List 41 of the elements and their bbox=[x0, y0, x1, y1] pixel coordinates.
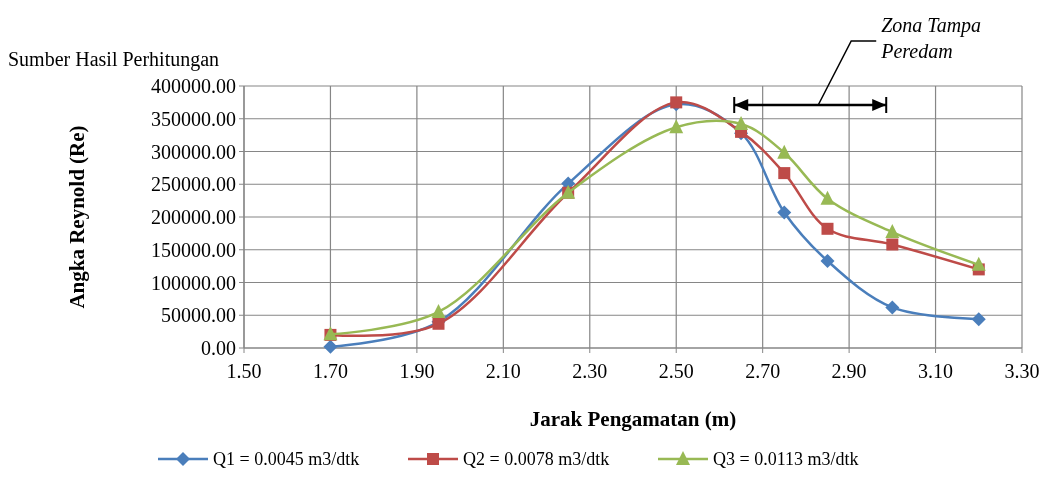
y-tick-label: 0.00 bbox=[201, 337, 236, 359]
y-axis-title: Angka Reynold (Re) bbox=[65, 125, 89, 309]
point bbox=[886, 238, 899, 251]
text: Sumber Hasil Perhitungan bbox=[8, 48, 220, 71]
point bbox=[885, 224, 900, 239]
point bbox=[820, 190, 835, 205]
point bbox=[971, 312, 986, 327]
x-tick-label: 1.90 bbox=[399, 360, 435, 382]
y-tick-label: 50000.00 bbox=[161, 304, 236, 327]
x-tick-label: 1.50 bbox=[226, 360, 262, 382]
point bbox=[431, 303, 446, 318]
legend-label: Q2 = 0.0078 m3/dtk bbox=[463, 449, 610, 470]
legend-label: Q1 = 0.0045 m3/dtk bbox=[213, 449, 360, 470]
x-tick-label: 2.70 bbox=[745, 360, 781, 382]
point bbox=[777, 205, 792, 220]
x-tick-label: 3.10 bbox=[918, 360, 954, 382]
y-tick-label: 400000.00 bbox=[151, 75, 236, 97]
point bbox=[971, 256, 986, 271]
point bbox=[734, 115, 749, 130]
text: Zona Tampa Peredam bbox=[880, 14, 982, 62]
point bbox=[669, 119, 684, 134]
x-tick-label: 2.90 bbox=[831, 360, 867, 382]
point bbox=[323, 339, 338, 354]
y-tick-label: 150000.00 bbox=[151, 238, 236, 261]
y-tick-label: 250000.00 bbox=[151, 173, 236, 196]
point bbox=[885, 300, 900, 315]
y-tick-label: 100000.00 bbox=[151, 271, 236, 294]
point bbox=[778, 167, 791, 180]
x-tick-label: 2.50 bbox=[658, 360, 694, 382]
x-tick-label: 2.10 bbox=[485, 360, 521, 382]
legend-label: Q3 = 0.0113 m3/dtk bbox=[713, 449, 859, 470]
x-axis-title: Jarak Pengamatan (m) bbox=[529, 407, 737, 431]
y-tick-label: 350000.00 bbox=[151, 107, 236, 130]
x-tick-label: 1.70 bbox=[312, 360, 348, 382]
point bbox=[821, 222, 834, 235]
point bbox=[820, 253, 835, 268]
x-tick-label: 3.30 bbox=[1004, 360, 1040, 382]
y-tick-label: 300000.00 bbox=[151, 140, 236, 163]
point bbox=[777, 144, 792, 159]
y-tick-label: 200000.00 bbox=[151, 206, 236, 228]
x-tick-label: 2.30 bbox=[572, 360, 608, 382]
